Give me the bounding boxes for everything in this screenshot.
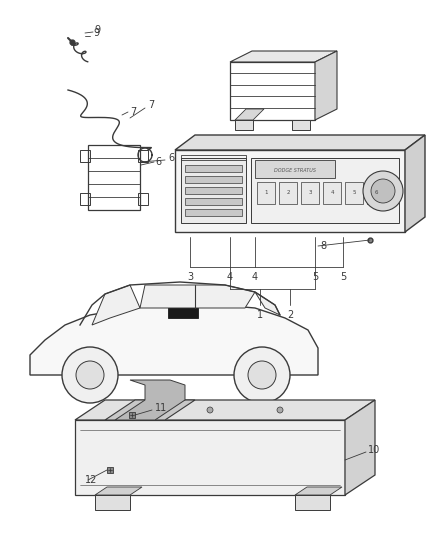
Text: 6: 6 <box>155 157 161 167</box>
Text: 4: 4 <box>227 272 233 282</box>
Text: 1: 1 <box>257 310 263 320</box>
Text: 2: 2 <box>287 310 293 320</box>
Text: DODGE STRATUS: DODGE STRATUS <box>274 167 316 173</box>
Polygon shape <box>315 51 337 120</box>
Text: 12: 12 <box>85 475 97 485</box>
Text: 4: 4 <box>252 272 258 282</box>
Bar <box>88 145 140 210</box>
Text: 7: 7 <box>148 100 154 110</box>
Bar <box>80 150 90 162</box>
Bar <box>279 182 297 204</box>
Text: 5: 5 <box>352 190 356 196</box>
Bar <box>255 160 335 178</box>
Text: 1: 1 <box>264 190 268 196</box>
Polygon shape <box>105 400 195 420</box>
Polygon shape <box>230 51 337 62</box>
Text: 4: 4 <box>330 190 334 196</box>
Text: 9: 9 <box>94 25 100 35</box>
Bar <box>292 120 310 130</box>
Circle shape <box>207 407 213 413</box>
Polygon shape <box>92 285 140 325</box>
Text: 6: 6 <box>168 153 174 163</box>
Bar <box>367 182 385 204</box>
Text: 3: 3 <box>308 190 312 196</box>
Bar <box>75 420 345 495</box>
Text: 2: 2 <box>286 190 290 196</box>
Bar <box>185 165 242 172</box>
Polygon shape <box>115 380 185 420</box>
Circle shape <box>62 347 118 403</box>
Text: 3: 3 <box>187 272 193 282</box>
Bar <box>235 120 253 130</box>
Text: 9: 9 <box>93 28 99 38</box>
Bar <box>138 193 148 205</box>
Bar <box>181 155 246 160</box>
Bar <box>185 198 242 205</box>
Circle shape <box>76 361 104 389</box>
Bar <box>345 182 363 204</box>
Text: 10: 10 <box>368 445 380 455</box>
Circle shape <box>248 361 276 389</box>
Text: 11: 11 <box>155 403 167 413</box>
Bar <box>323 182 341 204</box>
Bar <box>80 193 90 205</box>
Bar <box>185 209 242 216</box>
Circle shape <box>277 407 283 413</box>
Polygon shape <box>345 400 375 495</box>
Text: 5: 5 <box>340 272 346 282</box>
Circle shape <box>234 347 290 403</box>
Circle shape <box>363 171 403 211</box>
Bar <box>181 158 246 223</box>
Bar <box>185 176 242 183</box>
Polygon shape <box>295 487 342 495</box>
Bar <box>301 182 319 204</box>
Polygon shape <box>140 285 255 308</box>
Polygon shape <box>30 305 318 375</box>
Polygon shape <box>75 400 375 420</box>
Bar <box>185 187 242 194</box>
Bar <box>138 150 148 162</box>
Polygon shape <box>175 135 425 150</box>
Polygon shape <box>405 135 425 232</box>
Text: 7: 7 <box>130 107 136 117</box>
Bar <box>230 62 315 120</box>
Polygon shape <box>255 292 280 315</box>
Text: 6: 6 <box>374 190 378 196</box>
Polygon shape <box>235 109 264 120</box>
Bar <box>168 308 198 318</box>
Text: 8: 8 <box>320 241 326 251</box>
Text: 5: 5 <box>312 272 318 282</box>
Bar <box>251 158 399 223</box>
Polygon shape <box>95 487 142 495</box>
Bar <box>295 495 330 510</box>
Circle shape <box>371 179 395 203</box>
Bar <box>257 182 275 204</box>
Bar <box>95 495 130 510</box>
Bar <box>175 150 405 232</box>
